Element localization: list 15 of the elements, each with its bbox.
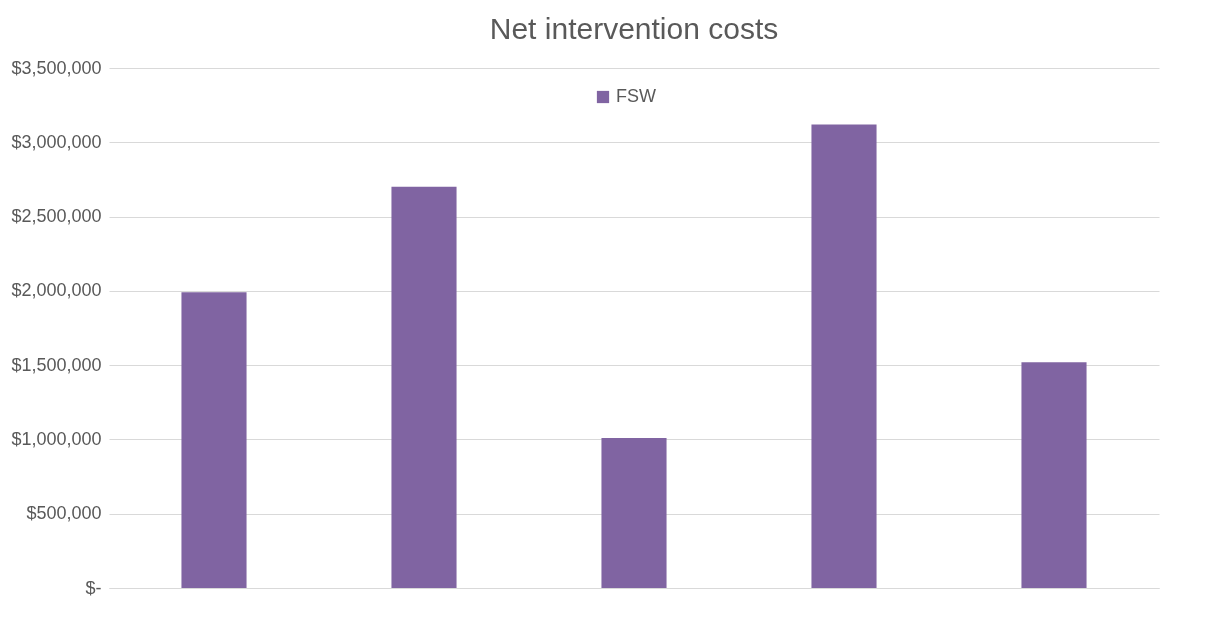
bar bbox=[601, 437, 667, 588]
bar bbox=[181, 292, 247, 588]
legend-label: FSW bbox=[616, 86, 656, 106]
bar bbox=[811, 124, 877, 588]
bar bbox=[1021, 362, 1087, 588]
bar bbox=[391, 186, 457, 588]
y-tick-label: $3,500,000 bbox=[11, 57, 102, 78]
y-tick-label: $1,500,000 bbox=[11, 354, 102, 375]
chart-title: Net intervention costs bbox=[489, 12, 779, 45]
y-tick-label: $500,000 bbox=[26, 503, 102, 524]
y-tick-label: $- bbox=[85, 577, 102, 598]
y-tick-label: $2,000,000 bbox=[11, 280, 102, 301]
y-tick-label: $2,500,000 bbox=[11, 206, 102, 227]
y-tick-label: $3,000,000 bbox=[11, 131, 102, 152]
y-tick-label: $1,000,000 bbox=[11, 428, 102, 449]
